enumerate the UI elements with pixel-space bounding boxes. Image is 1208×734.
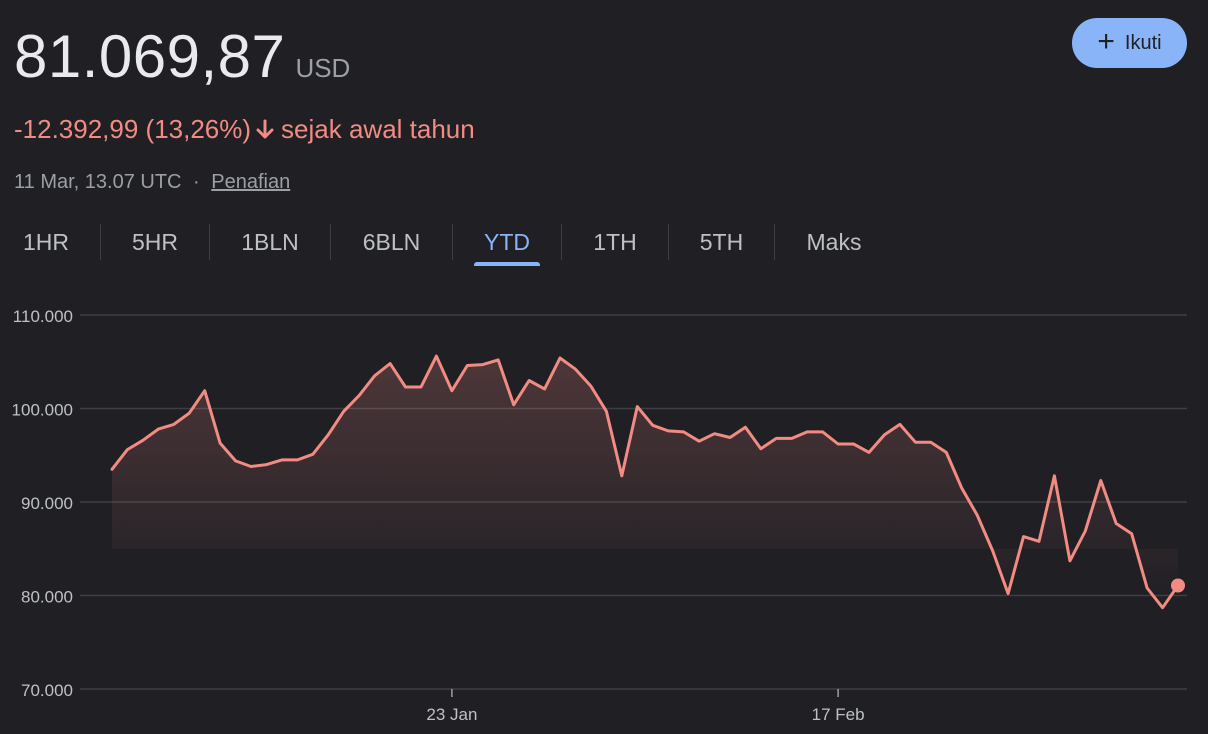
tab-maks[interactable]: Maks bbox=[775, 218, 893, 266]
follow-button[interactable]: + Ikuti bbox=[1072, 18, 1187, 68]
arrow-down-icon bbox=[255, 119, 275, 141]
tab-1bln[interactable]: 1BLN bbox=[210, 218, 330, 266]
tab-divider bbox=[561, 224, 562, 260]
x-tick-label: 23 Jan bbox=[426, 705, 477, 724]
tab-5th[interactable]: 5TH bbox=[669, 218, 774, 266]
tab-1th[interactable]: 1TH bbox=[562, 218, 668, 266]
y-tick-label: 90.000 bbox=[21, 494, 73, 513]
change-suffix: sejak awal tahun bbox=[281, 114, 475, 144]
y-tick-label: 100.000 bbox=[12, 401, 73, 420]
tab-label: YTD bbox=[484, 228, 530, 255]
last-point-marker bbox=[1171, 578, 1185, 593]
tab-ytd[interactable]: YTD bbox=[453, 218, 561, 266]
current-price: 81.069,87 bbox=[14, 23, 286, 90]
y-tick-label: 70.000 bbox=[21, 681, 73, 700]
tab-divider bbox=[209, 224, 210, 260]
series-area bbox=[112, 356, 1178, 608]
tab-label: 1HR bbox=[22, 228, 69, 255]
tab-label: 5TH bbox=[699, 228, 744, 255]
y-tick-label: 110.000 bbox=[13, 307, 73, 326]
tab-label: 6BLN bbox=[362, 228, 421, 255]
tab-label: Maks bbox=[806, 228, 862, 255]
tab-label: 1TH bbox=[593, 228, 637, 255]
tab-6bln[interactable]: 6BLN bbox=[331, 218, 452, 266]
tab-divider bbox=[100, 224, 101, 260]
timestamp: 11 Mar, 13.07 UTC bbox=[14, 171, 182, 193]
range-tabs: 1HR 5HR 1BLN 6BLN YTD 1TH 5TH Maks bbox=[0, 218, 1208, 268]
tab-5hr[interactable]: 5HR bbox=[101, 218, 209, 266]
plus-icon: + bbox=[1097, 24, 1115, 58]
price-row: 81.069,87 USD bbox=[14, 22, 350, 91]
tab-label: 5HR bbox=[131, 228, 178, 255]
follow-label: Ikuti bbox=[1124, 31, 1162, 54]
meta-row: 11 Mar, 13.07 UTC · Penafian bbox=[14, 171, 290, 194]
disclaimer-link[interactable]: Penafian bbox=[211, 171, 291, 193]
change-value: -12.392,99 (13,26%) bbox=[14, 114, 252, 144]
tab-divider bbox=[668, 224, 669, 260]
tab-divider bbox=[452, 224, 453, 260]
x-tick-label: 17 Feb bbox=[812, 705, 865, 724]
series-line bbox=[110, 354, 1180, 610]
tab-label: 1BLN bbox=[241, 228, 299, 255]
active-tab-indicator bbox=[474, 262, 540, 266]
price-chart[interactable]: 110.000 100.000 90.000 80.000 70.000 23 Jan 17… bbox=[0, 290, 1208, 734]
tab-divider bbox=[774, 224, 775, 260]
tab-divider bbox=[330, 224, 331, 260]
currency-label: USD bbox=[295, 53, 351, 83]
tab-1hr[interactable]: 1HR bbox=[0, 218, 92, 266]
separator: · bbox=[193, 171, 200, 193]
y-tick-label: 80.000 bbox=[21, 588, 73, 607]
change-row: -12.392,99 (13,26%) sejak awal tahun bbox=[14, 114, 475, 145]
